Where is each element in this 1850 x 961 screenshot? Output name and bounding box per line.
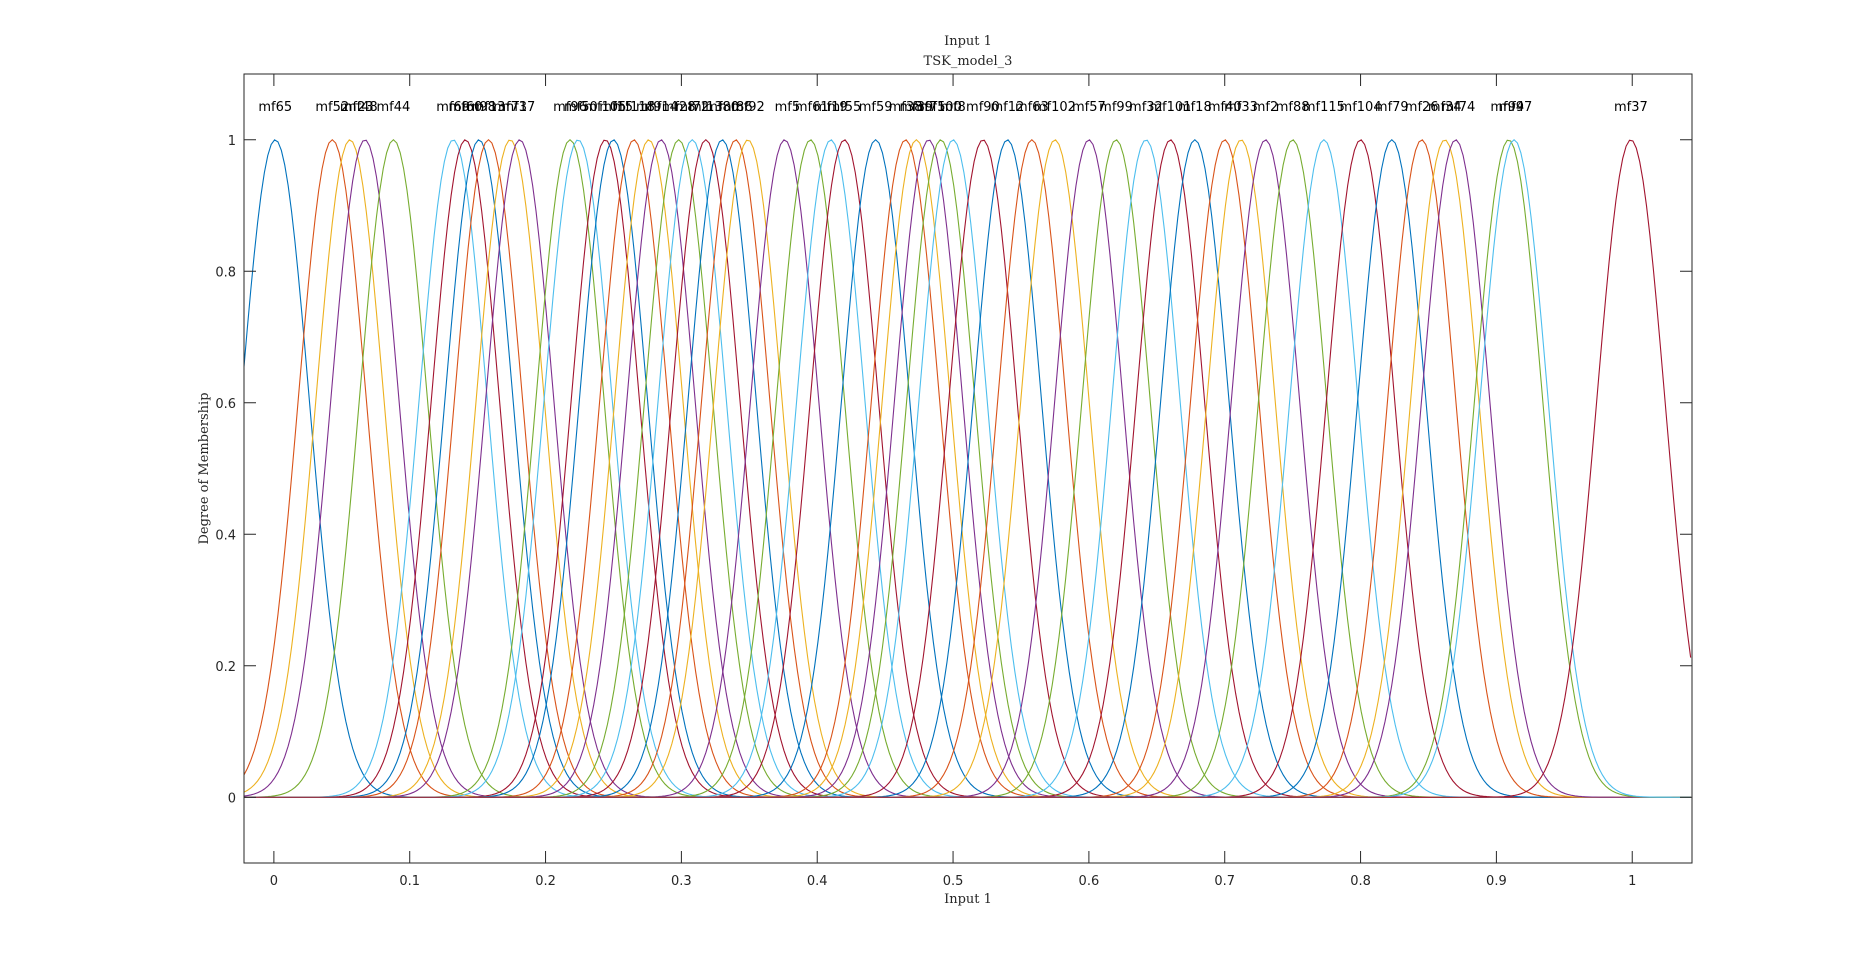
peak-label-mf19: mf19 <box>814 100 848 115</box>
peak-label-mf99: mf99 <box>1099 100 1133 115</box>
y-tick-label: 0 <box>228 791 236 806</box>
peak-label-mf59: mf59 <box>859 100 893 115</box>
chart-title: Input 1 <box>944 34 992 49</box>
axes-layer: 0 0.1 0.2 0.3 0.4 0.5 0.6 0.7 0.8 0.9 1 0 0.2 0.4 0.6 0… <box>215 73 1693 889</box>
y-tick-label: 0.4 <box>215 528 236 543</box>
peak-label-mf14: mf14 <box>644 100 678 115</box>
peak-label-mf72: mf72 <box>675 100 709 115</box>
peak-label-mf105: mf105 <box>584 100 626 115</box>
peak-label-mf94: mf94 <box>1490 100 1524 115</box>
x-tick-label: 0.8 <box>1350 874 1371 889</box>
peak-label-mf92: mf92 <box>731 100 765 115</box>
y-tick-label: 0.6 <box>215 397 236 412</box>
peak-label-mf88: mf88 <box>1276 100 1310 115</box>
peak-label-mf38: mf38 <box>889 100 923 115</box>
x-tick-label: 0.1 <box>399 874 420 889</box>
y-tick-label: 0.2 <box>215 660 236 675</box>
peak-label-mf52: mf52 <box>315 100 349 115</box>
peak-label-mf63: mf63 <box>1015 100 1049 115</box>
membership-curve-mf37 <box>244 139 1692 798</box>
peak-label-mf50: mf50 <box>564 100 598 115</box>
peak-label-mf44: mf44 <box>377 100 411 115</box>
peak-label-mf9: mf9 <box>636 100 662 115</box>
chart-subtitle: TSK_model_3 <box>924 54 1013 69</box>
peak-label-mf32: mf32 <box>1129 100 1163 115</box>
x-tick-label: 0 <box>270 874 278 889</box>
peak-label-mf8: mf8 <box>940 100 966 115</box>
peak-label-mf28: mf28 <box>662 100 696 115</box>
y-tick-label: 1 <box>228 134 236 149</box>
peak-label-mf69: mf69 <box>436 100 470 115</box>
peak-label-mf118: mf118 <box>613 100 655 115</box>
peak-label-mf2: mf2 <box>1253 100 1279 115</box>
peak-label-mf55: mf55 <box>827 100 861 115</box>
x-tick-label: 0.3 <box>671 874 692 889</box>
peak-label-mf34: mf34 <box>1428 100 1462 115</box>
peak-label-mf15: mf15 <box>599 100 633 115</box>
x-tick-label: 0.6 <box>1079 874 1100 889</box>
peak-label-mf79: mf79 <box>1375 100 1409 115</box>
peak-label-mf23: mf23 <box>340 100 374 115</box>
peak-label-mf48: mf48 <box>344 100 378 115</box>
peak-label-mf71: mf71 <box>493 100 527 115</box>
peak-label-mf12: mf12 <box>990 100 1024 115</box>
peak-label-mf39: mf39 <box>899 100 933 115</box>
x-tick-label: 0.4 <box>807 874 828 889</box>
peak-label-mf75: mf75 <box>912 100 946 115</box>
x-tick-label: 0.5 <box>943 874 964 889</box>
y-axis-label: Degree of Membership <box>197 392 212 544</box>
x-tick-label: 0.2 <box>535 874 556 889</box>
x-axis-label: Input 1 <box>944 892 992 907</box>
peak-label-mf5: mf5 <box>775 100 801 115</box>
axes-box <box>243 73 1693 864</box>
peak-label-mf96: mf96 <box>553 100 587 115</box>
peak-label-mf18: mf18 <box>1178 100 1212 115</box>
peak-label-mf37: mf37 <box>1614 100 1648 115</box>
peak-label-mf104: mf104 <box>1340 100 1382 115</box>
peak-label-mf60: mf60 <box>449 100 483 115</box>
peak-label-mf86: mf86 <box>719 100 753 115</box>
y-tick-label: 0.8 <box>215 265 236 280</box>
peak-label-mf13: mf13 <box>472 100 506 115</box>
peak-label-mf80: mf80 <box>705 100 739 115</box>
peak-label-mf61: mf61 <box>795 100 829 115</box>
x-tick-label: 0.9 <box>1486 874 1507 889</box>
peak-label-mf90: mf90 <box>966 100 1000 115</box>
peak-label-mf26: mf26 <box>1405 100 1439 115</box>
peak-label-mf57: mf57 <box>1072 100 1106 115</box>
peak-label-mf101: mf101 <box>1149 100 1191 115</box>
peak-label-mf100: mf100 <box>920 100 962 115</box>
x-tick-label: 0.7 <box>1214 874 1235 889</box>
x-tick-label: 1 <box>1628 874 1636 889</box>
peak-label-mf115: mf115 <box>1303 100 1345 115</box>
peak-label-mf33: mf33 <box>1224 100 1258 115</box>
peak-label-mf37: mf37 <box>501 100 535 115</box>
peak-label-mf40: mf40 <box>1208 100 1242 115</box>
peak-label-mf97: mf97 <box>1499 100 1533 115</box>
peak-label-mf74: mf74 <box>1441 100 1475 115</box>
peak-label-mf102: mf102 <box>1034 100 1076 115</box>
peak-label-mf65: mf65 <box>258 100 292 115</box>
peak-label-mf98: mf98 <box>462 100 496 115</box>
curves-layer <box>243 138 1692 798</box>
peak-label-mf13: mf13 <box>689 100 723 115</box>
